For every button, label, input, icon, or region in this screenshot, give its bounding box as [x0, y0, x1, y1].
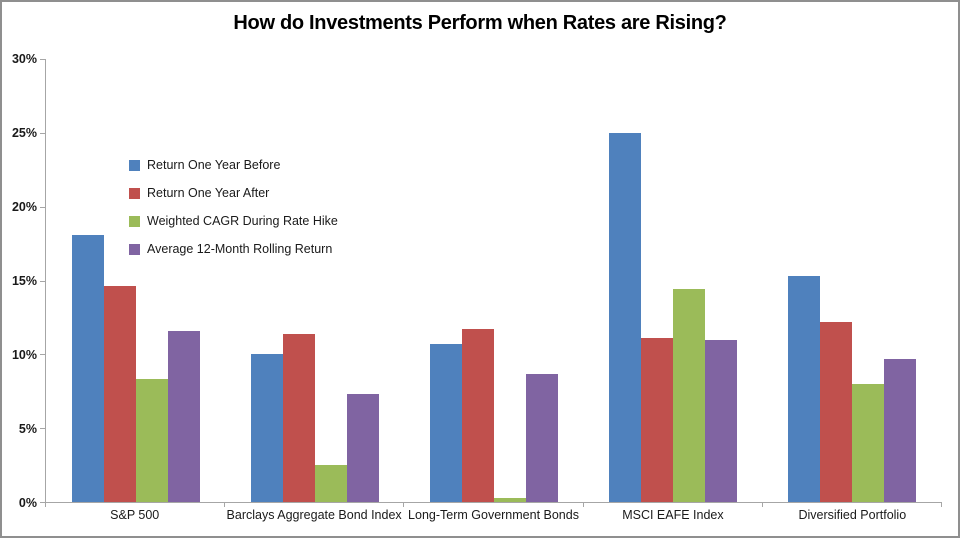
legend-label: Return One Year Before [147, 158, 281, 172]
y-tick-label: 5% [18, 422, 37, 437]
y-tick-mark [40, 59, 46, 60]
x-tick-mark [761, 502, 763, 507]
bar [884, 358, 917, 502]
y-tick-mark [40, 280, 46, 282]
x-category-label: S&P 500 [110, 508, 160, 522]
bar [135, 379, 168, 502]
legend: Return One Year Before Return One Year Af… [129, 158, 338, 256]
legend-item: Average 12-Month Rolling Return [129, 242, 338, 256]
y-tick-mark [40, 354, 46, 356]
y-tick-label: 10% [11, 348, 37, 363]
bar [852, 383, 885, 502]
y-axis: 0% 5% 10% 15% 20% 25% 30% [2, 52, 45, 510]
legend-swatch-icon [129, 243, 140, 255]
y-tick-mark [40, 428, 46, 430]
y-tick-mark [40, 502, 46, 503]
x-category-label: Barclays Aggregate Bond Index [226, 508, 402, 522]
y-tick-label: 0% [18, 496, 37, 510]
x-category-label: MSCI EAFE Index [622, 508, 724, 522]
x-tick-mark [403, 502, 405, 507]
y-tick-mark [40, 132, 46, 134]
y-tick-label: 30% [11, 52, 37, 66]
x-category-label: Diversified Portfolio [798, 508, 907, 522]
y-tick-label: 25% [11, 126, 37, 140]
bar [705, 339, 738, 502]
legend-swatch-icon [129, 159, 140, 171]
bar [641, 338, 674, 502]
bar [494, 497, 526, 502]
bar [71, 234, 104, 502]
bar [462, 329, 494, 502]
bar [526, 373, 558, 502]
legend-item: Return One Year After [129, 186, 338, 200]
bar [250, 354, 283, 502]
bar [673, 289, 706, 502]
legend-label: Average 12-Month Rolling Return [147, 242, 333, 256]
x-tick-mark [941, 502, 942, 507]
legend-swatch-icon [129, 187, 140, 199]
bar [167, 330, 200, 502]
y-tick-label: 15% [11, 274, 37, 288]
bar [609, 132, 642, 502]
bar [430, 344, 462, 502]
bar [788, 276, 821, 502]
x-tick-mark [224, 502, 226, 507]
bar-group [584, 59, 763, 502]
bar-group [404, 59, 583, 502]
x-category-label: Long-Term Government Bonds [408, 508, 579, 522]
bar-group [46, 59, 225, 502]
y-tick-label: 20% [11, 200, 37, 215]
legend-swatch-icon [129, 215, 140, 227]
x-axis-labels: S&P 500 Barclays Aggregate Bond Index Long… [45, 508, 942, 522]
legend-item: Weighted CAGR During Rate Hike [129, 214, 338, 228]
plot-area: Return One Year Before Return One Year Af… [40, 59, 942, 507]
legend-label: Weighted CAGR During Rate Hike [147, 214, 338, 228]
legend-item: Return One Year Before [129, 158, 338, 172]
bar [282, 333, 315, 502]
legend-label: Return One Year After [147, 186, 270, 200]
bar [103, 286, 136, 502]
x-tick-mark [45, 502, 46, 507]
bar [820, 321, 853, 502]
y-tick-mark [40, 206, 46, 208]
chart-title: How do Investments Perform when Rates ar… [233, 12, 727, 34]
bar [346, 394, 379, 502]
bar-group [763, 59, 942, 502]
bar-group [225, 59, 404, 502]
bar [314, 465, 347, 502]
x-tick-mark [582, 502, 584, 507]
bar-groups [46, 59, 942, 502]
